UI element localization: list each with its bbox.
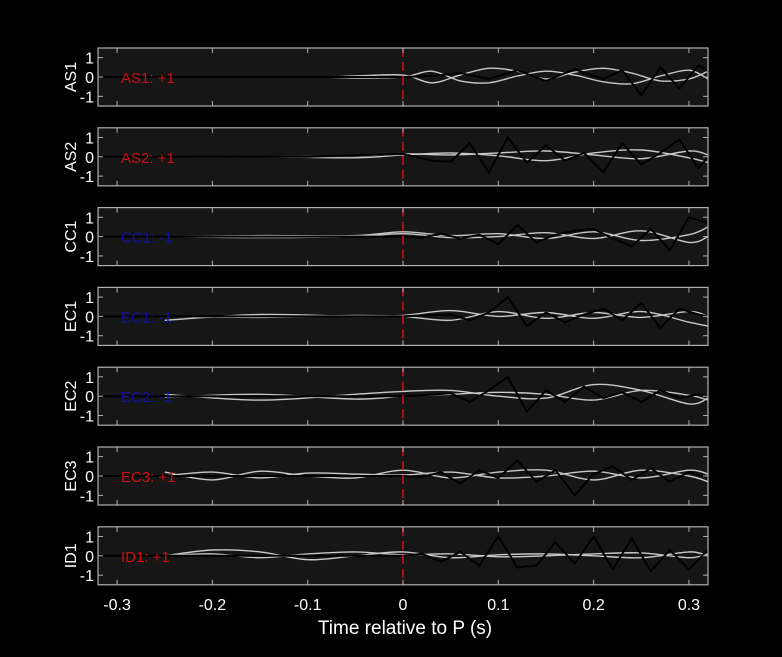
x-tick-label: 0.2 — [583, 597, 605, 614]
x-axis: -0.3 -0.2 -0.1 0 0.1 0.2 0.3 — [103, 597, 700, 614]
x-tick-label: 0.3 — [678, 597, 700, 614]
station-label: AS1 — [63, 62, 80, 92]
station-label: ID1 — [63, 543, 80, 568]
polarity-annotation: CC1: -1 — [121, 230, 173, 247]
station-label: CC1 — [63, 220, 80, 252]
x-tick-label: 0 — [399, 597, 408, 614]
x-tick-label: -0.1 — [294, 597, 322, 614]
y-tick-label: -1 — [80, 249, 94, 266]
black-trace — [98, 375, 709, 414]
black-trace — [98, 295, 709, 330]
station-label: AS2 — [63, 142, 80, 172]
x-tick-label: -0.2 — [199, 597, 227, 614]
y-tick-label: 0 — [85, 309, 94, 326]
station-label: EC1 — [63, 301, 80, 332]
y-tick-label: 0 — [85, 549, 94, 566]
y-tick-label: -1 — [80, 169, 94, 186]
y-tick-label: 1 — [85, 450, 94, 467]
x-axis-label: Time relative to P (s) — [318, 618, 492, 639]
station-label: EC3 — [63, 460, 80, 491]
black-trace — [98, 216, 709, 252]
station-label: EC2 — [63, 381, 80, 412]
y-tick-label: -1 — [80, 89, 94, 106]
polarity-annotation: AS2: +1 — [121, 150, 175, 167]
polarity-annotation: EC1: -1 — [121, 309, 172, 326]
y-tick-label: 0 — [85, 70, 94, 87]
black-trace — [98, 64, 709, 98]
gray-trace-2 — [164, 469, 709, 479]
gray-trace-1 — [164, 383, 709, 405]
polarity-annotation: EC2: -1 — [121, 389, 172, 406]
polarity-annotation: EC3: +1 — [121, 469, 176, 486]
y-tick-label: 0 — [85, 150, 94, 167]
y-tick-label: 1 — [85, 51, 94, 68]
black-trace — [98, 459, 709, 497]
y-tick-label: -1 — [80, 409, 94, 426]
y-tick-label: 0 — [85, 389, 94, 406]
polarity-annotation: AS1: +1 — [121, 70, 175, 87]
black-trace — [98, 534, 709, 573]
y-tick-label: 1 — [85, 130, 94, 147]
gray-trace-1 — [164, 309, 709, 327]
y-tick-label: 0 — [85, 230, 94, 247]
y-tick-label: 0 — [85, 469, 94, 486]
y-tick-label: -1 — [80, 488, 94, 505]
x-tick-label: 0.1 — [487, 597, 509, 614]
y-tick-label: 1 — [85, 529, 94, 546]
y-tick-label: -1 — [80, 568, 94, 585]
y-tick-label: 1 — [85, 370, 94, 387]
black-trace — [98, 135, 709, 175]
y-tick-label: 1 — [85, 210, 94, 227]
polarity-annotation: ID1: +1 — [121, 549, 170, 566]
y-tick-label: -1 — [80, 329, 94, 346]
x-tick-label: -0.3 — [103, 597, 131, 614]
y-tick-label: 1 — [85, 290, 94, 307]
